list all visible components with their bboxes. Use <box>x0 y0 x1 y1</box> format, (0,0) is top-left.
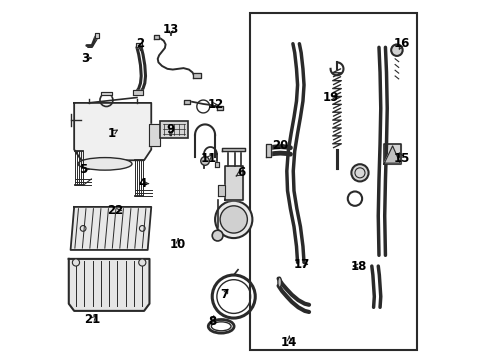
Text: 11: 11 <box>200 152 216 165</box>
Polygon shape <box>101 92 112 95</box>
Text: 16: 16 <box>393 37 409 50</box>
Text: 4: 4 <box>138 177 146 190</box>
Text: 2: 2 <box>136 37 144 50</box>
Polygon shape <box>217 185 224 196</box>
Polygon shape <box>136 43 142 46</box>
Polygon shape <box>183 100 190 104</box>
Text: 8: 8 <box>208 315 216 328</box>
Polygon shape <box>154 35 159 39</box>
Polygon shape <box>384 146 399 163</box>
Polygon shape <box>69 259 149 311</box>
Polygon shape <box>133 90 142 95</box>
Ellipse shape <box>78 158 132 170</box>
Text: 20: 20 <box>272 139 288 152</box>
Text: 1: 1 <box>107 127 116 140</box>
Polygon shape <box>70 207 151 250</box>
Polygon shape <box>149 125 160 146</box>
Text: 22: 22 <box>107 204 123 217</box>
Text: 6: 6 <box>236 166 244 179</box>
Circle shape <box>220 206 247 233</box>
Circle shape <box>390 44 402 56</box>
Text: 15: 15 <box>393 152 409 165</box>
Polygon shape <box>383 144 400 164</box>
Text: 19: 19 <box>322 91 338 104</box>
Circle shape <box>72 259 80 266</box>
Text: 13: 13 <box>163 23 179 36</box>
Polygon shape <box>74 103 151 160</box>
Polygon shape <box>95 33 99 39</box>
Polygon shape <box>216 106 223 111</box>
Polygon shape <box>214 162 219 167</box>
Polygon shape <box>222 148 244 151</box>
Text: 21: 21 <box>84 313 100 327</box>
Text: 9: 9 <box>166 123 175 136</box>
Circle shape <box>201 157 209 165</box>
Circle shape <box>212 230 223 241</box>
Text: 10: 10 <box>170 238 186 251</box>
Text: 3: 3 <box>81 51 89 64</box>
Ellipse shape <box>277 277 281 287</box>
Text: 14: 14 <box>281 336 297 348</box>
Text: 5: 5 <box>79 163 87 176</box>
Bar <box>249 13 416 350</box>
Text: 17: 17 <box>293 258 309 271</box>
Circle shape <box>351 164 368 181</box>
Circle shape <box>215 201 252 238</box>
Polygon shape <box>265 144 270 157</box>
Polygon shape <box>224 166 242 200</box>
FancyBboxPatch shape <box>160 121 188 138</box>
Polygon shape <box>193 73 201 78</box>
Circle shape <box>139 259 145 266</box>
Text: 18: 18 <box>350 260 366 273</box>
Text: 7: 7 <box>220 288 228 301</box>
Text: 12: 12 <box>207 98 224 111</box>
